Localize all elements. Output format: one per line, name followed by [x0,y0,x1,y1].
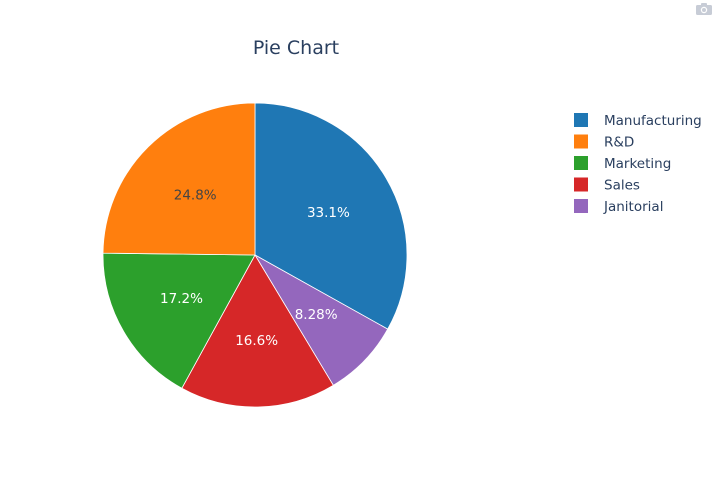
legend: Manufacturing R&D Marketing Sales Janitorial [574,113,702,215]
pie-slices [103,103,407,407]
legend-label: Marketing [604,156,671,172]
legend-label: Manufacturing [604,113,702,129]
percent-label-sales: 16.6% [235,333,278,349]
legend-label: Janitorial [603,199,663,215]
legend-item-r-d[interactable]: R&D [574,135,634,151]
legend-item-janitorial[interactable]: Janitorial [574,199,663,215]
legend-label: Sales [604,178,640,194]
camera-icon[interactable] [695,2,713,16]
percent-label-marketing: 17.2% [160,291,203,307]
legend-swatch [574,135,588,149]
pie-slice-r-d[interactable] [103,103,255,255]
legend-item-sales[interactable]: Sales [574,178,640,194]
percent-label-manufacturing: 33.1% [307,205,350,221]
legend-item-manufacturing[interactable]: Manufacturing [574,113,702,129]
legend-swatch [574,178,588,192]
chart-title: Pie Chart [253,37,339,59]
legend-swatch [574,113,588,127]
legend-item-marketing[interactable]: Marketing [574,156,671,172]
legend-swatch [574,156,588,170]
legend-swatch [574,199,588,213]
percent-label-r-d: 24.8% [174,187,217,203]
percent-label-janitorial: 8.28% [295,307,338,323]
legend-label: R&D [604,135,634,151]
